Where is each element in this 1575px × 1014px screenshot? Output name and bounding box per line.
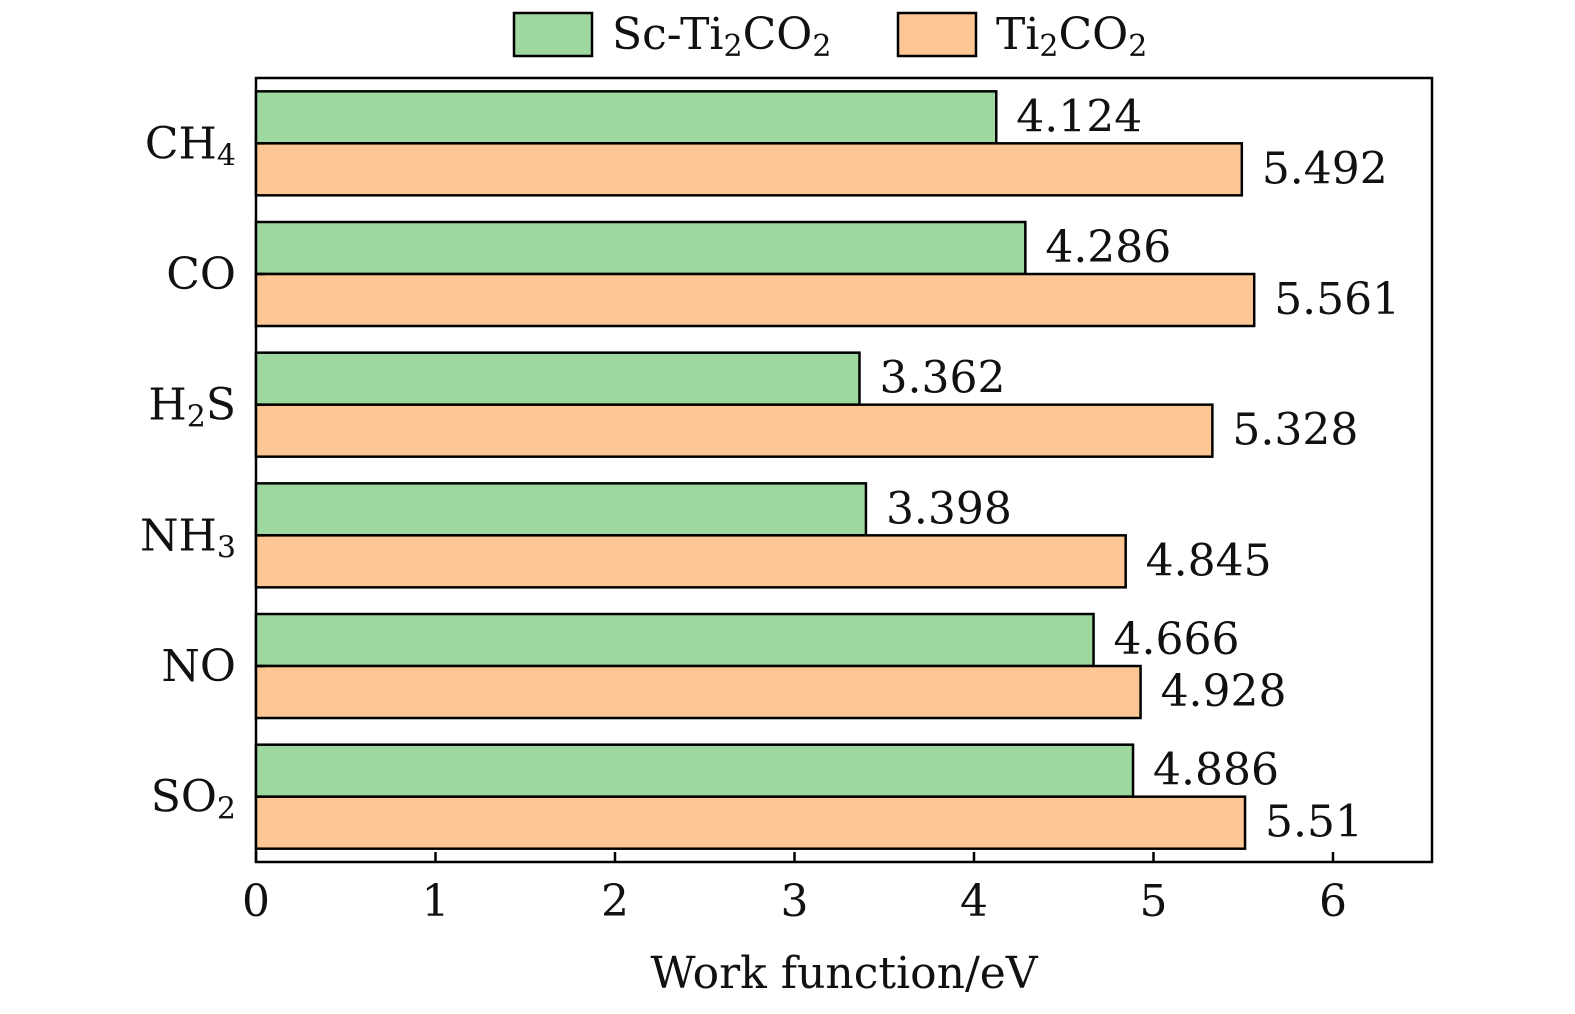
legend: Sc-Ti2CO2 Ti2CO2 xyxy=(512,9,1147,64)
value-label-sc-ti2co2-1: 4.286 xyxy=(1045,222,1171,273)
value-label-ti2co2-3: 4.845 xyxy=(1146,535,1272,586)
bar-ti2co2-2 xyxy=(254,403,1214,458)
category-label-5: SO2 xyxy=(151,772,236,827)
x-tick-label-3: 3 xyxy=(781,876,809,927)
x-axis-title: Work function/eV xyxy=(650,948,1038,999)
x-axis-ticks: 0 1 2 3 4 5 6 xyxy=(242,852,1347,927)
category-label-4: NO xyxy=(161,641,236,692)
legend-label-ti2co2: Ti2CO2 xyxy=(996,9,1147,64)
value-labels: 4.124 5.492 4.286 5.561 3.362 5.328 3.398 4.845… xyxy=(879,91,1400,847)
bar-sc-ti2co2-3 xyxy=(254,482,868,537)
x-tick-label-5: 5 xyxy=(1140,876,1168,927)
value-label-sc-ti2co2-3: 3.398 xyxy=(886,483,1012,534)
plot-frame xyxy=(254,76,1434,864)
category-label-3: NH3 xyxy=(140,510,236,565)
category-label-0: CH4 xyxy=(145,118,236,173)
value-label-ti2co2-2: 5.328 xyxy=(1232,405,1358,456)
category-label-2: H2S xyxy=(148,380,236,435)
value-label-ti2co2-4: 4.928 xyxy=(1161,666,1287,717)
bar-ti2co2-3 xyxy=(254,534,1127,589)
value-label-ti2co2-5: 5.51 xyxy=(1265,797,1363,848)
value-label-ti2co2-0: 5.492 xyxy=(1262,143,1388,194)
value-label-ti2co2-1: 5.561 xyxy=(1274,274,1400,325)
x-tick-label-1: 1 xyxy=(422,876,450,927)
value-label-sc-ti2co2-4: 4.666 xyxy=(1114,614,1240,665)
bar-ti2co2-1 xyxy=(254,272,1256,328)
bar-ti2co2-5 xyxy=(254,795,1247,850)
value-label-sc-ti2co2-0: 4.124 xyxy=(1016,91,1142,142)
bar-ti2co2-4 xyxy=(254,664,1142,720)
bar-sc-ti2co2-4 xyxy=(254,612,1095,668)
value-label-sc-ti2co2-5: 4.886 xyxy=(1153,745,1279,796)
bars xyxy=(254,90,1256,850)
bar-sc-ti2co2-0 xyxy=(254,90,998,145)
y-axis-labels: CH4 CO H2S NH3 NO SO2 xyxy=(140,118,265,826)
x-tick-label-0: 0 xyxy=(242,876,270,927)
value-label-sc-ti2co2-2: 3.362 xyxy=(879,353,1005,404)
bar-ti2co2-0 xyxy=(254,142,1244,197)
bar-sc-ti2co2-1 xyxy=(254,220,1027,276)
legend-swatch-sc-ti2co2 xyxy=(512,11,594,58)
bar-sc-ti2co2-2 xyxy=(254,351,861,406)
bar-sc-ti2co2-5 xyxy=(254,743,1135,798)
legend-swatch-ti2co2 xyxy=(896,11,978,58)
x-tick-label-6: 6 xyxy=(1319,876,1347,927)
category-label-1: CO xyxy=(166,249,236,300)
legend-label-sc-ti2co2: Sc-Ti2CO2 xyxy=(612,9,831,64)
x-tick-label-2: 2 xyxy=(601,876,629,927)
x-tick-label-4: 4 xyxy=(960,876,988,927)
